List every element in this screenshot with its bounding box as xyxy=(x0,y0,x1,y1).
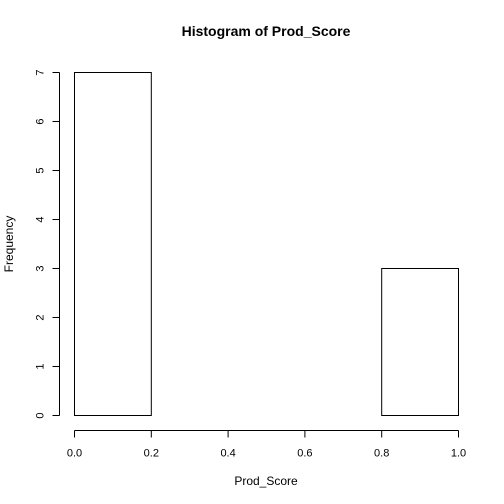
y-tick-label: 3 xyxy=(35,265,47,271)
y-tick-label: 6 xyxy=(35,118,47,124)
y-tick-label: 7 xyxy=(35,69,47,75)
x-tick-label: 0.2 xyxy=(144,448,159,460)
chart-title: Histogram of Prod_Score xyxy=(182,23,351,39)
y-axis-label: Frequency xyxy=(2,216,16,273)
histogram-bar xyxy=(382,269,459,416)
y-tick-label: 5 xyxy=(35,167,47,173)
x-tick-label: 0.0 xyxy=(67,448,82,460)
histogram-bar xyxy=(75,73,152,416)
y-axis: 0 1 2 3 4 5 6 7 xyxy=(35,69,60,418)
y-tick-label: 4 xyxy=(35,216,47,222)
x-axis: 0.0 0.2 0.4 0.6 0.8 1.0 xyxy=(67,431,466,460)
y-tick-label: 1 xyxy=(35,363,47,369)
y-tick-label: 0 xyxy=(35,412,47,418)
x-tick-label: 1.0 xyxy=(451,448,466,460)
x-tick-label: 0.6 xyxy=(297,448,312,460)
bars-group xyxy=(75,73,459,416)
x-axis-label: Prod_Score xyxy=(234,474,298,488)
x-tick-label: 0.4 xyxy=(220,448,235,460)
x-tick-label: 0.8 xyxy=(374,448,389,460)
y-tick-label: 2 xyxy=(35,314,47,320)
